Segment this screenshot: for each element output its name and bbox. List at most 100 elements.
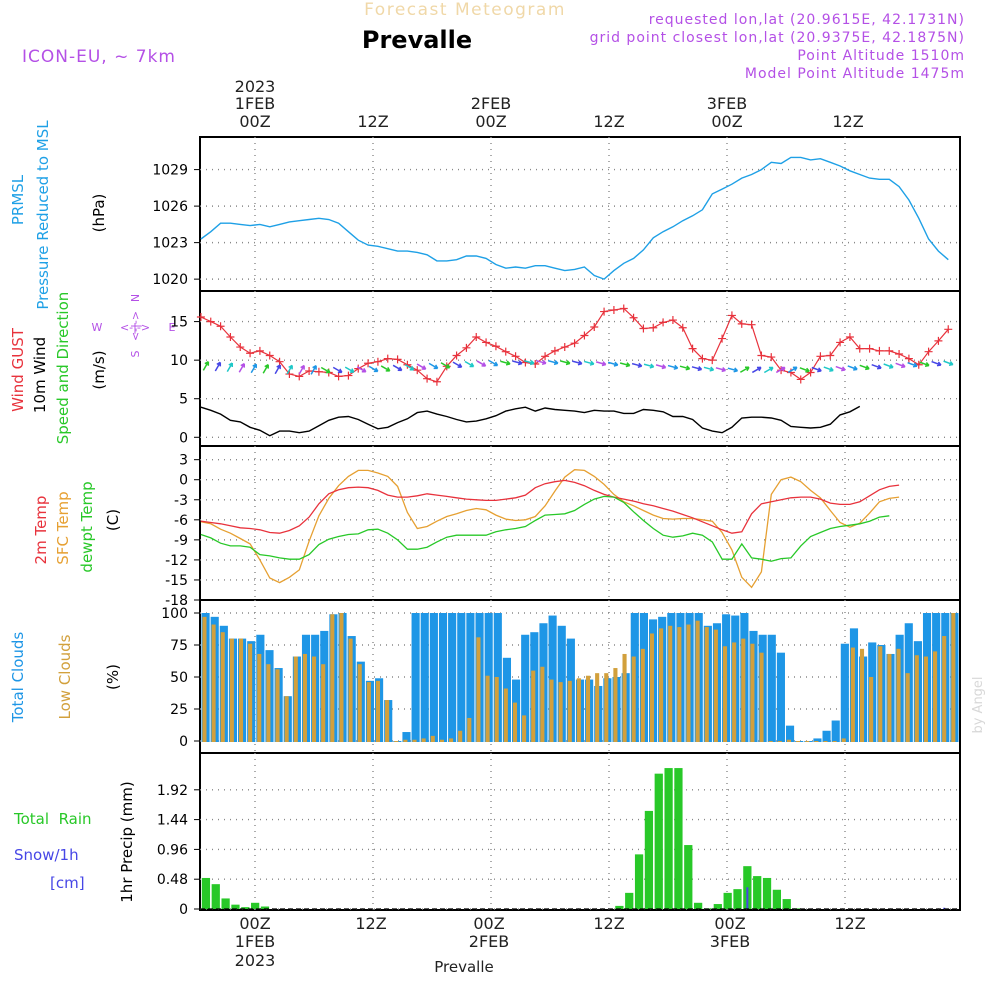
wind-direction-arrow [332,366,343,374]
low-cloud-bar [430,735,435,742]
wind-direction-arrow [811,366,822,373]
gust-marker [895,349,904,358]
compass-arrows-v: <-|-> [129,311,142,341]
pressure-ytick-label: 1023 [152,236,188,252]
gust-marker [403,360,412,369]
low-cloud-bar [522,715,527,742]
gust-marker [836,338,845,347]
clouds-ytick-label: 100 [161,606,188,622]
info-line-4: Model Point Altitude 1475m [745,66,965,82]
gust-marker [305,366,314,375]
low-cloud-bar [311,656,317,742]
gust-marker [747,320,756,329]
low-cloud-bar [485,675,490,742]
wind-direction-arrow [368,365,379,373]
gust-marker [934,336,943,345]
gust-marker [727,311,736,320]
precip-side-labels: Total Rain Snow/1h [cm] 1hr Precip (mm) [13,781,136,902]
compass-w: W [92,321,103,334]
total-cloud-bar [429,613,438,742]
low-cloud-bar [640,648,645,742]
gust-marker [216,322,225,331]
low-cloud-bar [549,679,554,742]
temperature-ytick-label: -15 [165,573,188,589]
low-cloud-bar [631,656,636,742]
gust-marker [482,338,491,347]
clouds-ytick-label: 0 [179,734,188,750]
low-cloud-bar [576,678,581,742]
top-tick-0-date: 1FEB [235,94,275,113]
wind-direction-arrow [536,359,547,366]
bottom-tick-0-time: 00Z [239,914,270,933]
gust-marker [767,353,776,362]
low-cloud-bar [503,688,508,742]
bottom-tick-2-time: 00Z [473,914,504,933]
total-cloud-bar [548,615,557,742]
top-tick-5-time: 12Z [832,112,863,131]
rain-bar [231,904,240,909]
wind-label-gust: Wind GUST [9,327,27,412]
wind-ytick-label: 15 [170,315,188,331]
top-tick-4-date: 3FEB [707,94,747,113]
low-cloud-bar [229,638,234,742]
gust-marker [796,375,805,384]
gust-marker [708,356,717,365]
bottom-tick-3-time: 12Z [593,914,624,933]
low-cloud-bar [348,638,353,742]
low-cloud-bar [357,664,362,742]
gust-marker [226,333,235,342]
low-cloud-bar [330,614,335,742]
low-cloud-bar [713,629,718,742]
total-cloud-bar [785,725,795,742]
gust-marker [786,368,795,377]
wind-direction-arrow [320,366,331,374]
low-cloud-bar [284,696,289,742]
total-cloud-bar [831,720,840,742]
low-cloud-bar [613,668,618,742]
rain-bar [723,892,732,909]
rain-bar [260,906,270,909]
temperature-panel: -18 -15 -12 -9 -6 -3 0 3 [165,445,961,609]
rain-bar [644,810,654,909]
low-cloud-bar [704,627,709,742]
precip-ytick-label: 1.92 [157,783,188,799]
gust-marker [472,333,481,342]
wind-direction-arrow [907,361,918,368]
low-cloud-bar [923,656,928,742]
gust-marker [364,359,373,368]
precip-ylabel: 1hr Precip (mm) [118,781,136,902]
compass-n: N [129,294,142,302]
top-tick-3-time: 12Z [593,112,624,131]
gust-marker [678,323,687,332]
gust-marker [501,347,510,356]
low-cloud-bar [238,638,244,742]
rain-bar [615,905,624,909]
pressure-ytick-label: 1026 [152,199,188,215]
pressure-panel: 1020 1023 1026 1029 [152,136,961,292]
gust-marker [609,306,618,315]
low-cloud-bar [604,673,609,742]
info-line-3: Point Altitude 1510m [797,48,965,64]
rain-bar [753,876,762,909]
wind-direction-arrow [859,364,870,371]
precip-ytick-label: 1.44 [157,813,188,829]
gust-marker [600,307,609,316]
gust-marker [885,346,894,355]
total-cloud-bar [438,613,448,742]
total-cloud-bar [448,613,457,742]
compass-arrows-h: <-|-> [120,321,150,334]
low-cloud-bar [202,616,207,742]
rain-bar [654,773,663,909]
pressure-ytick-label: 1029 [152,163,188,179]
low-cloud-bar [394,741,399,742]
rain-bar [241,907,250,909]
low-cloud-bar [302,653,307,742]
bottom-time-axis: 00Z 1FEB 2023 12Z 00Z 2FEB 12Z 00Z 3FEB … [235,914,866,976]
wind-direction-arrow [895,362,906,369]
low-cloud-bar [448,738,454,742]
rain-bar [713,904,722,909]
wind-direction-arrow [619,362,631,368]
wind-direction-arrow [679,365,691,371]
gust-marker [737,319,746,328]
low-cloud-bar [321,664,326,742]
